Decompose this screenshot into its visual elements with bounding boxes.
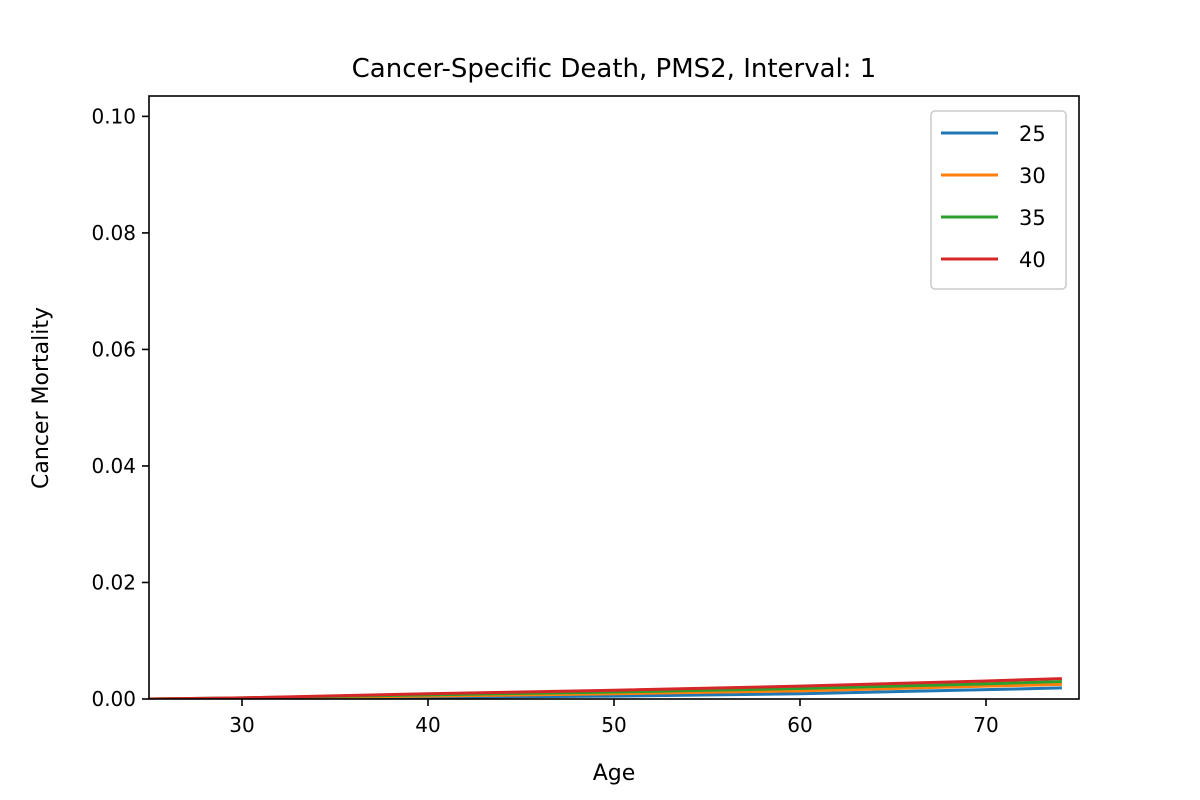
legend-label-30: 30 (1019, 164, 1046, 188)
legend-label-40: 40 (1019, 248, 1046, 272)
y-tick-label: 0.06 (91, 337, 136, 361)
y-tick-label: 0.02 (91, 570, 136, 594)
x-axis: 30 40 50 60 70 (229, 699, 999, 737)
legend-label-35: 35 (1019, 206, 1046, 230)
series-line-40 (149, 677, 1062, 699)
plot-frame (148, 95, 1080, 700)
legend-label-25: 25 (1019, 122, 1046, 146)
y-axis-label: Cancer Mortality (29, 307, 54, 489)
chart-title: Cancer-Specific Death, PMS2, Interval: 1 (352, 54, 877, 84)
x-tick-label: 40 (415, 713, 440, 737)
y-tick-label: 0.10 (91, 104, 136, 128)
y-tick-label: 0.00 (91, 687, 136, 711)
y-tick-label: 0.04 (91, 454, 136, 478)
x-axis-label: Age (593, 761, 636, 786)
legend-box (930, 110, 1067, 290)
plot-area (149, 677, 1062, 699)
legend: 25 30 35 40 (930, 110, 1067, 290)
y-axis: 0.00 0.02 0.04 0.06 0.08 0.10 (91, 104, 149, 711)
x-tick-label: 30 (229, 713, 254, 737)
x-tick-label: 60 (787, 713, 812, 737)
x-tick-label: 70 (973, 713, 998, 737)
y-tick-label: 0.08 (91, 221, 136, 245)
x-tick-label: 50 (601, 713, 626, 737)
